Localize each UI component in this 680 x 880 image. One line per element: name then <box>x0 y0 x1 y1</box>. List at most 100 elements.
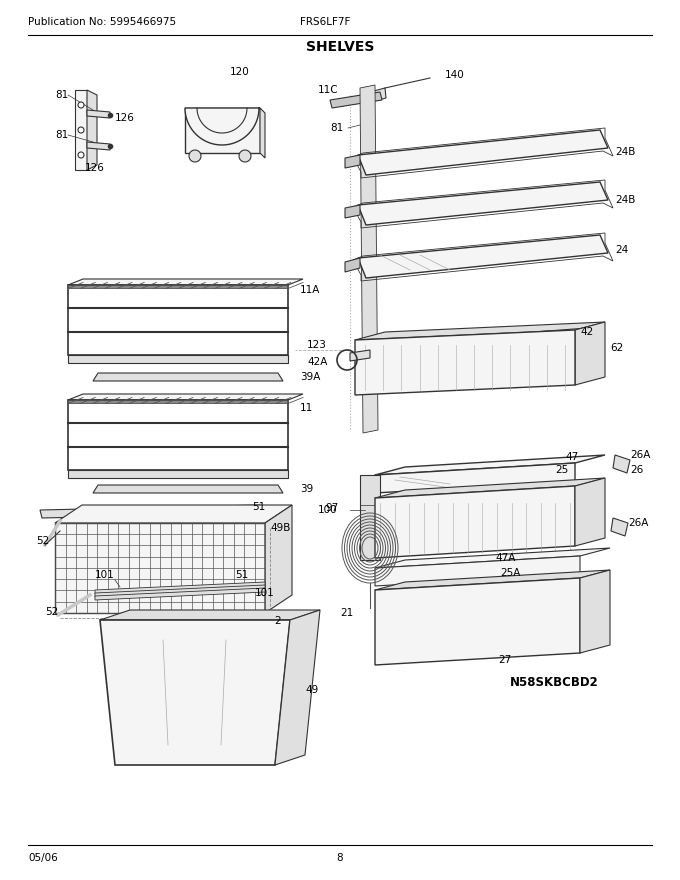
Polygon shape <box>375 463 575 493</box>
Text: 11: 11 <box>300 403 313 413</box>
Text: 42A: 42A <box>307 357 327 367</box>
Text: 101: 101 <box>95 570 115 580</box>
Polygon shape <box>375 556 580 586</box>
Polygon shape <box>345 155 360 168</box>
Polygon shape <box>575 322 605 385</box>
Polygon shape <box>370 88 386 102</box>
Text: 52: 52 <box>45 607 58 617</box>
Polygon shape <box>40 505 262 518</box>
Text: 97: 97 <box>325 503 338 513</box>
Text: 25A: 25A <box>500 568 520 578</box>
Polygon shape <box>185 108 260 153</box>
Polygon shape <box>68 355 288 363</box>
Polygon shape <box>580 570 610 653</box>
Text: 81: 81 <box>330 123 343 133</box>
Text: 26: 26 <box>630 465 643 475</box>
Polygon shape <box>275 610 320 765</box>
Text: 47: 47 <box>565 452 578 462</box>
Polygon shape <box>375 455 605 475</box>
Text: 39A: 39A <box>300 372 320 382</box>
Polygon shape <box>330 92 382 108</box>
Text: FRS6LF7F: FRS6LF7F <box>300 17 350 27</box>
Polygon shape <box>75 90 87 170</box>
Polygon shape <box>95 588 265 600</box>
Text: 120: 120 <box>230 67 250 77</box>
Polygon shape <box>355 322 605 340</box>
Polygon shape <box>375 478 605 498</box>
Polygon shape <box>68 470 288 478</box>
Polygon shape <box>375 578 580 665</box>
Text: N58SKBCBD2: N58SKBCBD2 <box>510 677 599 690</box>
Polygon shape <box>355 330 575 395</box>
Text: 81: 81 <box>55 90 68 100</box>
Polygon shape <box>345 258 360 272</box>
Text: 62: 62 <box>610 343 624 353</box>
Polygon shape <box>55 505 292 523</box>
Text: 49: 49 <box>305 685 318 695</box>
Polygon shape <box>93 373 283 381</box>
Polygon shape <box>185 108 260 145</box>
Polygon shape <box>55 523 265 613</box>
Text: 126: 126 <box>85 163 105 173</box>
Circle shape <box>78 102 84 108</box>
Text: SHELVES: SHELVES <box>306 40 374 54</box>
Polygon shape <box>87 90 97 170</box>
Polygon shape <box>375 570 610 590</box>
Text: 49B: 49B <box>270 523 290 533</box>
Polygon shape <box>375 486 575 558</box>
Polygon shape <box>360 327 600 345</box>
Polygon shape <box>100 610 320 620</box>
Polygon shape <box>68 279 303 285</box>
Text: 100: 100 <box>318 505 338 515</box>
Text: 51: 51 <box>252 502 265 512</box>
Circle shape <box>78 127 84 133</box>
Polygon shape <box>613 455 630 473</box>
Text: 27: 27 <box>498 655 511 665</box>
Text: 05/06: 05/06 <box>28 853 58 863</box>
Polygon shape <box>68 394 303 400</box>
Text: 26A: 26A <box>630 450 650 460</box>
Polygon shape <box>345 205 360 218</box>
Text: 26A: 26A <box>628 518 648 528</box>
Text: 47A: 47A <box>495 553 515 563</box>
Text: 42: 42 <box>580 327 593 337</box>
Polygon shape <box>575 478 605 546</box>
Text: 140: 140 <box>445 70 464 80</box>
Text: 101: 101 <box>255 588 275 598</box>
Circle shape <box>189 150 201 162</box>
Text: 24B: 24B <box>615 195 635 205</box>
Polygon shape <box>260 108 265 158</box>
Polygon shape <box>87 142 110 150</box>
Text: 126: 126 <box>115 113 135 123</box>
Text: Publication No: 5995466975: Publication No: 5995466975 <box>28 17 176 27</box>
Circle shape <box>78 152 84 158</box>
Polygon shape <box>95 582 265 594</box>
Polygon shape <box>100 620 290 765</box>
Text: 8: 8 <box>337 853 343 863</box>
Polygon shape <box>95 585 265 597</box>
Text: 24B: 24B <box>615 147 635 157</box>
Polygon shape <box>267 615 285 625</box>
Text: 25: 25 <box>555 465 568 475</box>
Polygon shape <box>360 475 380 560</box>
Polygon shape <box>358 235 608 278</box>
Text: 21: 21 <box>340 608 353 618</box>
Circle shape <box>239 150 251 162</box>
Polygon shape <box>611 518 628 536</box>
Polygon shape <box>358 182 608 225</box>
Text: 81: 81 <box>55 130 68 140</box>
Text: 11C: 11C <box>318 85 339 95</box>
Polygon shape <box>87 110 110 118</box>
Polygon shape <box>93 485 283 493</box>
Text: 2: 2 <box>274 616 281 626</box>
Text: 39: 39 <box>300 484 313 494</box>
Polygon shape <box>265 505 292 613</box>
Polygon shape <box>358 130 608 175</box>
Text: 51: 51 <box>235 570 248 580</box>
Text: 24: 24 <box>615 245 628 255</box>
Polygon shape <box>375 548 610 568</box>
Text: 123: 123 <box>307 340 327 350</box>
Polygon shape <box>360 85 378 433</box>
Text: 52: 52 <box>36 536 49 546</box>
Polygon shape <box>350 350 370 361</box>
